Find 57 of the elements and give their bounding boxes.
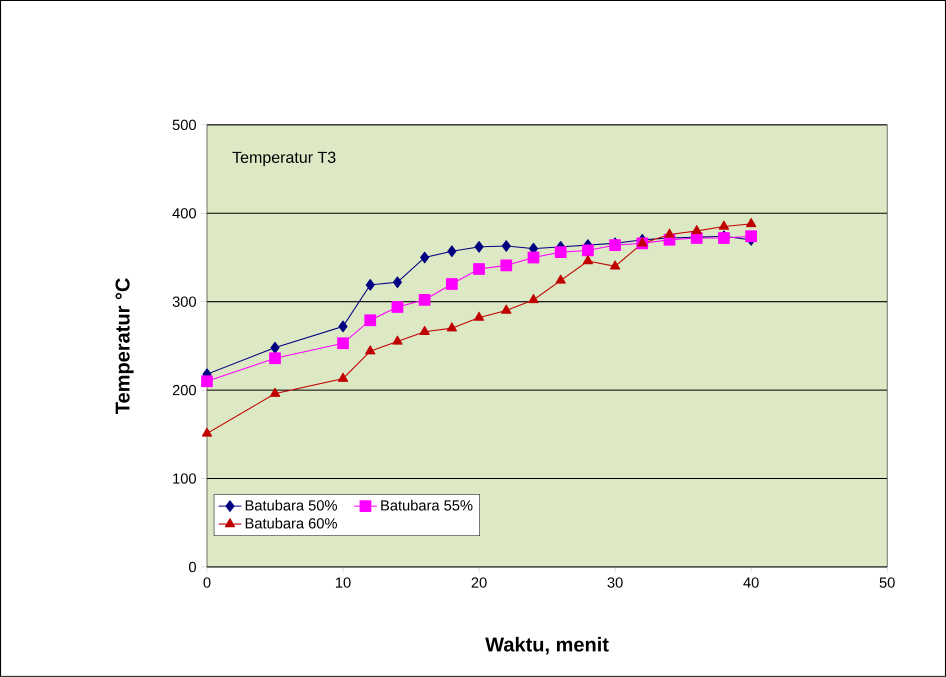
point [338, 320, 348, 332]
point [269, 352, 281, 364]
point [637, 238, 648, 247]
point [501, 304, 512, 314]
y-tick-label: 400 [172, 208, 196, 218]
point [270, 388, 280, 397]
point [392, 336, 403, 345]
point [338, 372, 348, 382]
point [502, 240, 511, 252]
point [556, 274, 566, 284]
y-tick-label: 200 [172, 384, 196, 396]
x-tick-label: 30 [608, 577, 623, 588]
y-tick-label: 0 [188, 562, 196, 572]
point [202, 428, 212, 437]
point [337, 337, 349, 350]
point [420, 252, 430, 264]
point [366, 279, 375, 291]
point [270, 342, 280, 354]
point [718, 220, 730, 230]
point [610, 260, 620, 270]
annotation: Temperatur T3 [232, 152, 336, 166]
x-tick-label: 20 [472, 577, 487, 588]
x-axis-title: Waktu, menit [485, 636, 609, 655]
point [528, 294, 539, 304]
point [446, 278, 458, 290]
point [419, 326, 430, 335]
point [364, 314, 376, 326]
point [392, 276, 402, 288]
point [582, 255, 594, 264]
legend-label: Batubara 55% [381, 500, 472, 511]
point [692, 225, 702, 234]
point [447, 245, 456, 258]
point [746, 218, 756, 228]
point [418, 294, 431, 306]
point [474, 241, 484, 253]
y-tick-label: 500 [172, 120, 196, 130]
point [664, 228, 675, 238]
point [392, 301, 404, 313]
point [201, 375, 213, 388]
y-axis-title: Temperatur °C [115, 278, 134, 414]
point [365, 345, 376, 354]
point [745, 230, 758, 242]
point [474, 312, 484, 321]
point [446, 322, 458, 332]
y-tick-label: 100 [173, 473, 196, 484]
point [528, 252, 540, 264]
point [500, 260, 512, 272]
x-tick-label: 0 [203, 577, 210, 588]
x-tick-label: 10 [336, 577, 351, 588]
legend-label: Batubara 60% [246, 518, 337, 529]
x-tick-label: 40 [743, 577, 759, 588]
point [554, 246, 567, 258]
point [582, 244, 594, 256]
legend-label: Batubara 50% [246, 500, 337, 511]
point [473, 263, 485, 275]
y-tick-label: 300 [172, 296, 196, 307]
x-tick-label: 50 [880, 577, 895, 588]
